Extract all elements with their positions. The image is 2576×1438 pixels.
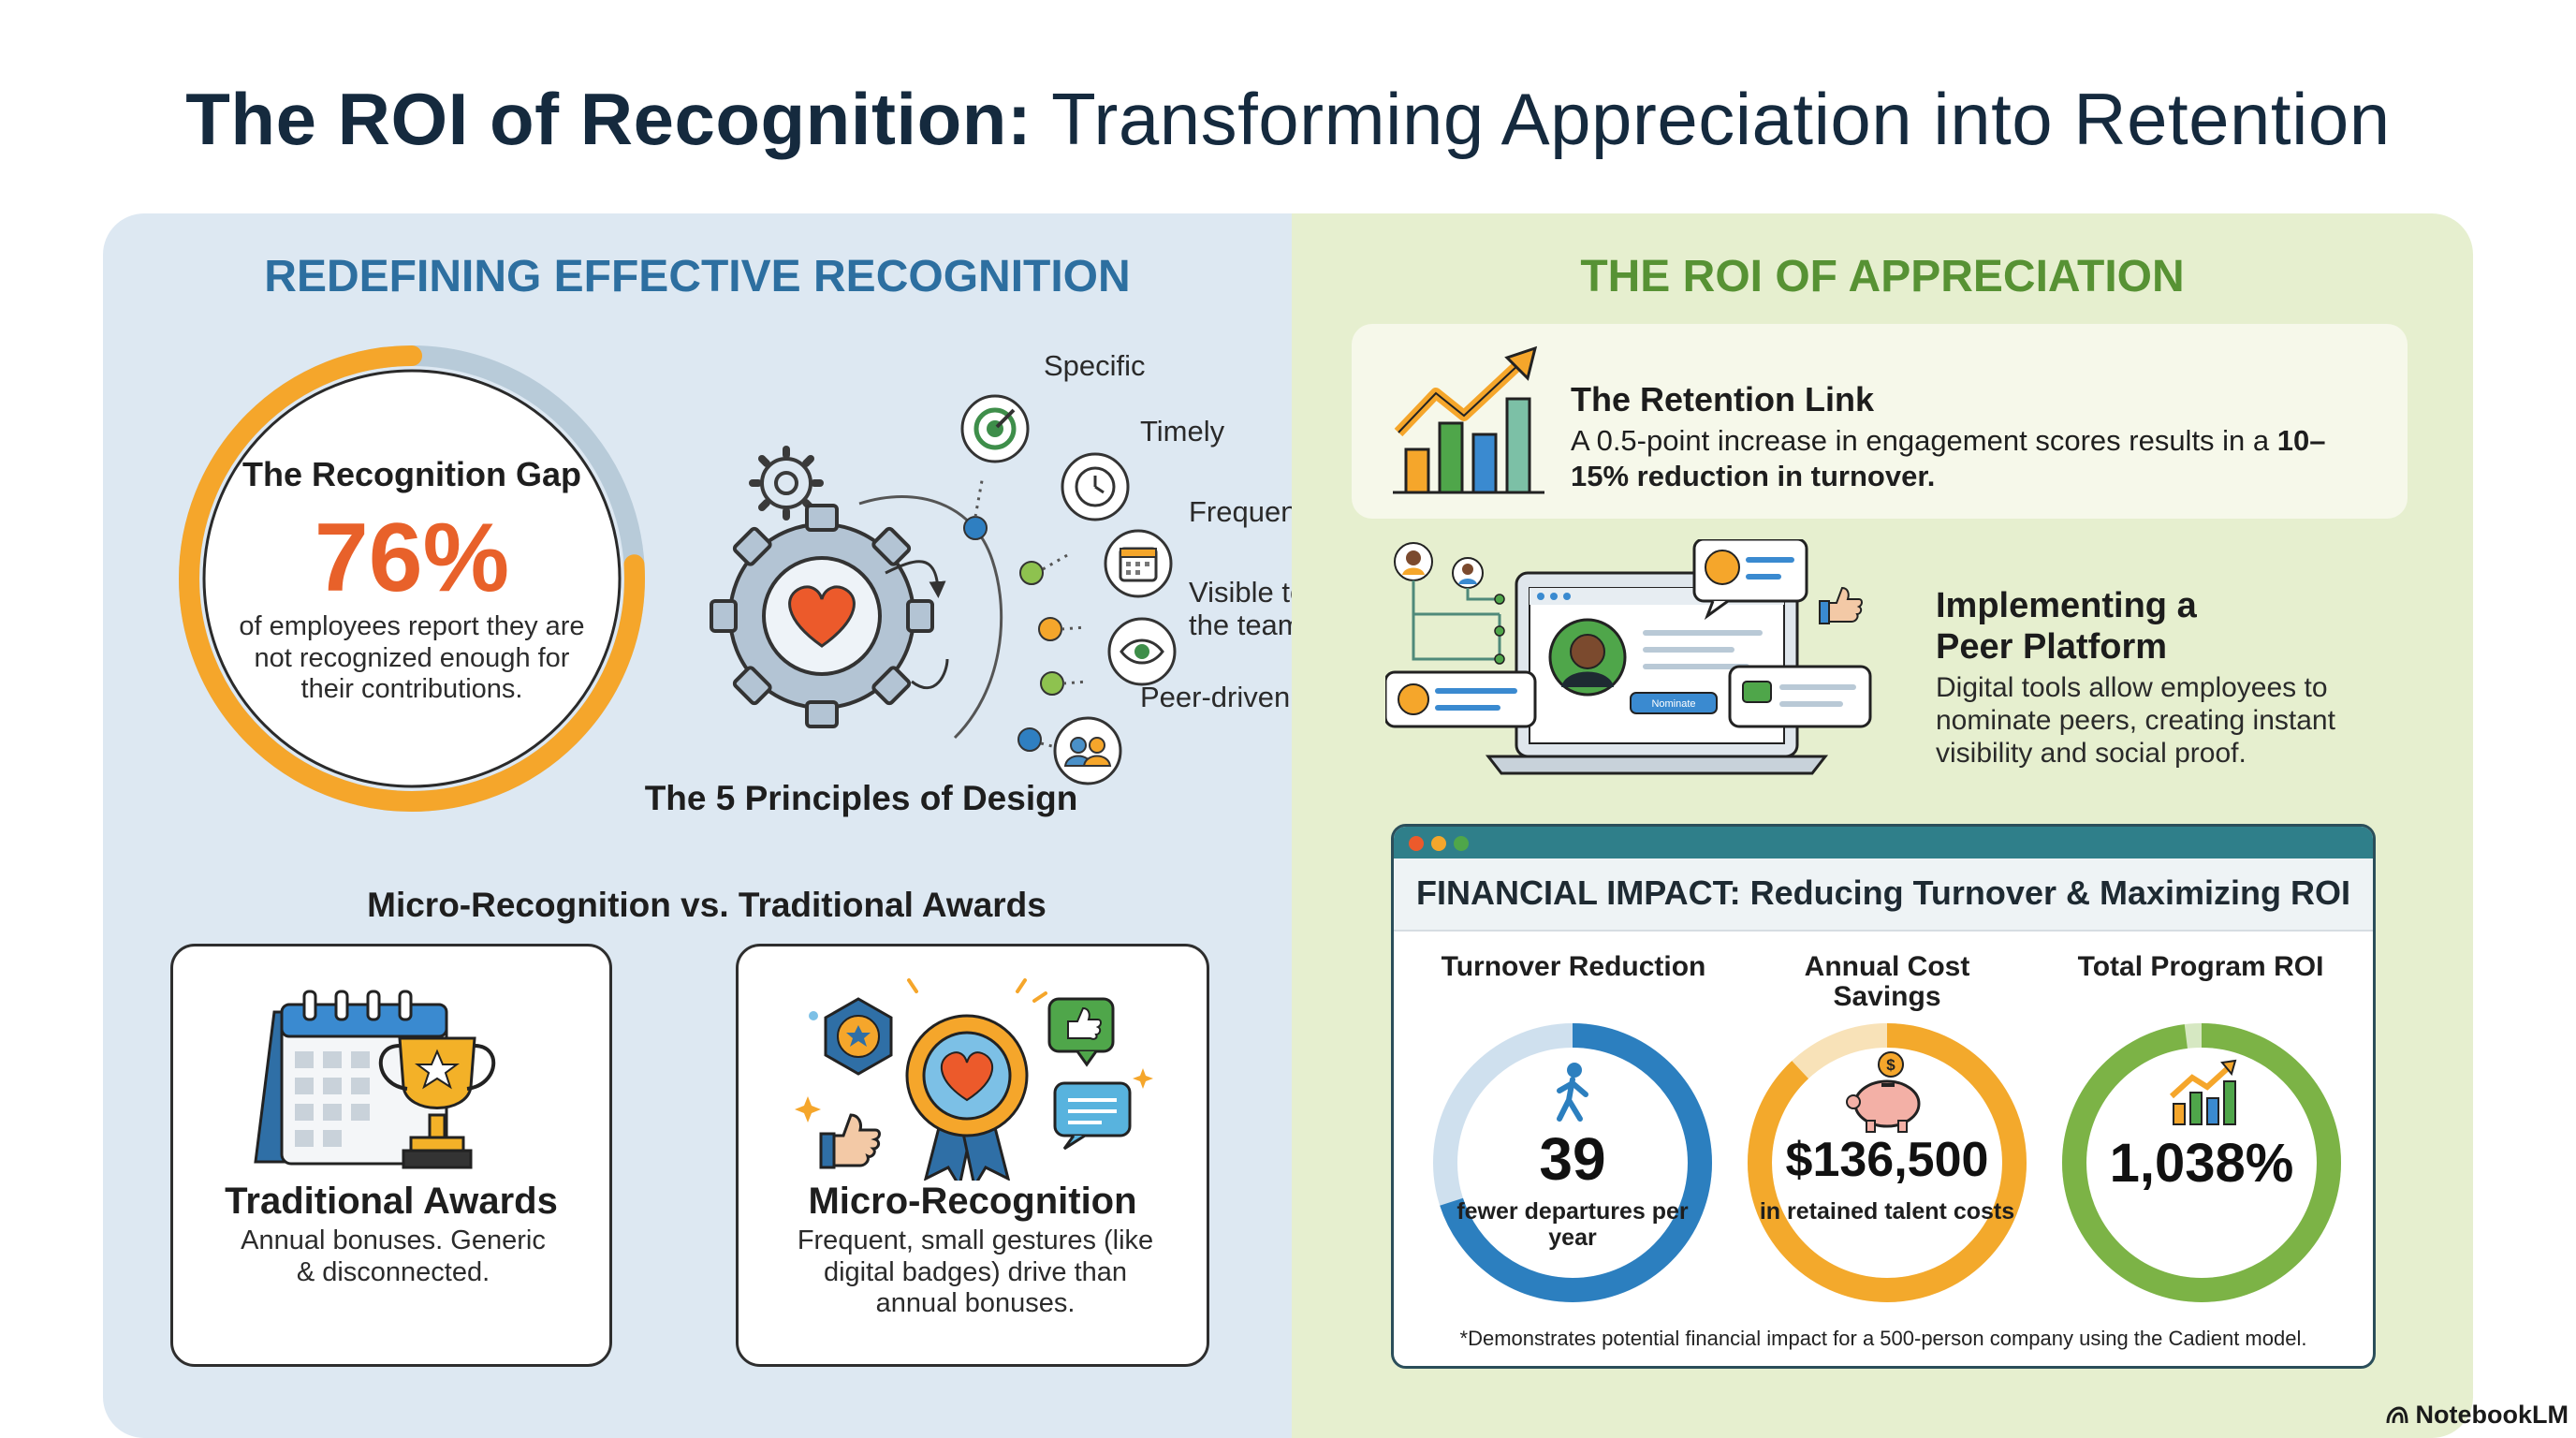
recognition-gap-ring [179,345,645,812]
recognition-panel: REDEFINING EFFECTIVE RECOGNITION The Rec… [103,213,1306,1438]
gap-heading: The Recognition Gap [242,455,581,493]
micro-recognition-title: Micro-Recognition [808,1181,1137,1222]
peer-platform-illustration: Nominate [1385,539,1872,775]
clock-icon [1061,452,1130,521]
title-bold: The ROI of Recognition: [185,78,1032,160]
metric-label-roi: Total Program ROI [2077,951,2324,982]
people-icon [1053,716,1122,785]
title-regular: Transforming Appreciation into Retention [1051,78,2391,160]
eye-icon [1107,617,1177,686]
platform-title: Implementing a Peer Platform [1936,586,2197,667]
metric-label-savings: Annual Cost Savings [1804,951,1970,1012]
principle-visible: Visible to the team [1189,576,1307,641]
svg-text:$: $ [1886,1056,1895,1074]
piggy-bank-icon: $ [1846,1051,1921,1133]
retention-desc: A 0.5-point increase in engagement score… [1571,423,2376,494]
right-section-title: THE ROI OF APPRECIATION [1580,252,2185,301]
window-titlebar [1394,827,2373,858]
retention-desc-plain: A 0.5-point increase in engagement score… [1571,424,2277,457]
minimize-dot-icon [1431,836,1446,851]
badges-icon [795,978,1153,1181]
metric-sub-turnover: fewer departures per year [1456,1198,1689,1251]
roi-ring [2062,1023,2341,1302]
principle-specific: Specific [1044,349,1146,382]
gap-caption: of employees report they are not recogni… [239,611,585,705]
financial-impact-window: FINANCIAL IMPACT: Reducing Turnover & Ma… [1391,824,2376,1369]
appreciation-panel: THE ROI OF APPRECIATION The Retention Li… [1292,213,2473,1438]
financial-title: FINANCIAL IMPACT: Reducing Turnover & Ma… [1415,873,2351,912]
nominate-button-text: Nominate [1651,698,1695,710]
traditional-awards-card: Traditional Awards Annual bonuses. Gener… [170,944,612,1367]
left-section-title: REDEFINING EFFECTIVE RECOGNITION [264,252,1131,301]
principle-peer-driven: Peer-driven [1140,681,1291,713]
comparison-title: Micro-Recognition vs. Traditional Awards [367,886,1046,924]
target-icon [960,394,1030,463]
notebooklm-brand: NotebookLM [2386,1401,2569,1430]
retention-title: The Retention Link [1571,380,1874,418]
micro-recognition-card: Micro-Recognition Frequent, small gestur… [736,944,1209,1367]
calendar-icon [1104,529,1173,598]
walking-person-icon [1557,1063,1588,1122]
savings-ring: $ [1748,1023,2027,1302]
traditional-awards-desc: Annual bonuses. Generic & disconnected. [241,1225,546,1287]
metric-value-savings: $136,500 [1785,1133,1989,1187]
turnover-ring [1433,1023,1712,1302]
gap-percent: 76% [314,504,510,612]
metric-value-turnover: 39 [1539,1125,1606,1193]
growth-chart-icon [1393,345,1544,494]
retention-desc-bold: 10–15% reduction in turnover. [1571,424,2326,492]
page-title: The ROI of Recognition: Transforming App… [0,77,2576,162]
principle-frequent: Frequent [1189,495,1306,528]
financial-header-band [1394,858,2373,932]
traditional-awards-title: Traditional Awards [225,1181,558,1222]
principles-diagram [710,394,1177,785]
heart-gear-icon [710,504,934,728]
brand-label: NotebookLM [2415,1401,2569,1429]
financial-footnote: *Demonstrates potential financial impact… [1459,1327,2307,1350]
platform-desc: Digital tools allow employees to nominat… [1936,672,2335,769]
retention-link-box: The Retention Link A 0.5-point increase … [1352,324,2408,519]
metric-value-roi: 1,038% [2109,1133,2294,1194]
recognition-gap-text: The Recognition Gap 76% of employees rep… [225,455,599,706]
maximize-dot-icon [1454,836,1469,851]
principles-caption: The 5 Principles of Design [644,779,1078,817]
notebooklm-logo-icon [2386,1405,2408,1423]
metric-sub-savings: in retained talent costs [1759,1198,2015,1225]
metric-label-turnover: Turnover Reduction [1441,951,1706,982]
calendar-trophy-icon [254,990,496,1169]
close-dot-icon [1409,836,1424,851]
principle-timely: Timely [1140,415,1225,448]
micro-recognition-desc: Frequent, small gestures (like digital b… [797,1225,1154,1319]
growth-bars-icon [2169,1059,2237,1125]
